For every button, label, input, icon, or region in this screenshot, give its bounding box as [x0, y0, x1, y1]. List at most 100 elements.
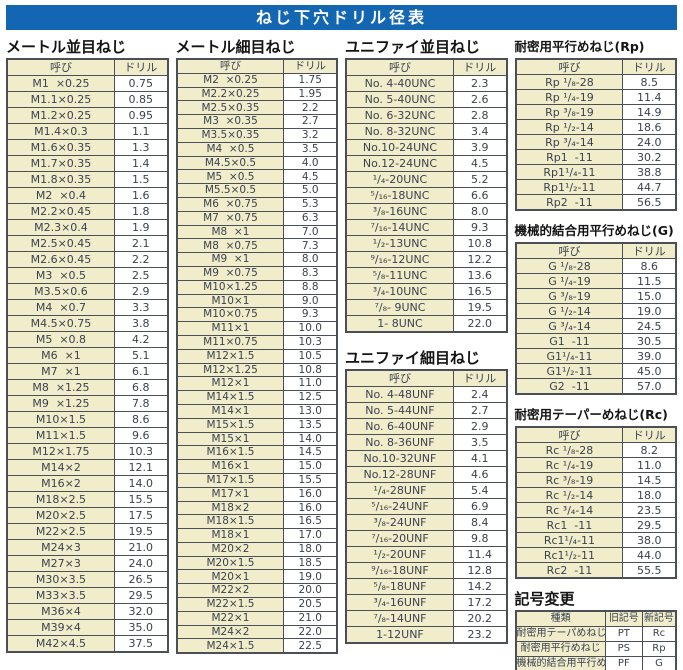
name-cell: M12×1.75	[6, 443, 115, 460]
table-row: M5 ×0.8 4.2	[6, 331, 169, 348]
table-row: Rc ¹/₂-14 18.0	[514, 487, 677, 503]
table-row: ⁷/₈- 9UNC 19.5	[345, 299, 508, 316]
value-cell: 19.5	[113, 523, 169, 540]
table-row: M2.2×0.45 1.8	[6, 203, 169, 220]
table-row: No. 4-48UNF 2.4	[345, 386, 508, 403]
unified-fine-table: 呼び ドリル No. 4-48UNF 2.4 No. 5-44UNF 2.7 No. 6-4…	[345, 369, 508, 644]
value-cell: 38.8	[622, 164, 677, 180]
name-cell: M4.5×0.5	[175, 155, 285, 171]
table-row: Rc2 -11 55.5	[514, 562, 677, 579]
name-cell: M2 ×0.25	[175, 72, 285, 88]
table-row: M2.2×0.25 1.95	[175, 86, 338, 102]
name-cell: M10×1.25	[175, 279, 285, 295]
name-cell: ¹/₄-28UNF	[345, 482, 454, 499]
value-cell: 15.0	[622, 288, 677, 304]
name-cell: M30×3.5	[6, 571, 115, 588]
table-row: G ³/₈-19 15.0	[514, 288, 677, 304]
value-cell: 23.5	[622, 502, 677, 518]
table-row: M22×1 21.0	[175, 610, 338, 626]
name-cell: No.12-24UNC	[345, 155, 454, 172]
table-row: M39×4 35.0	[6, 619, 169, 636]
column-header: ドリル	[622, 58, 677, 75]
value-cell: 1.5	[113, 171, 169, 188]
name-cell: ⁵/₁₆-24UNF	[345, 498, 454, 515]
name-cell: 1-12UNF	[345, 626, 454, 644]
name-cell: No.10-24UNC	[345, 139, 454, 156]
header-row: 呼び ドリル	[345, 58, 508, 76]
value-cell: 12.5	[283, 390, 338, 405]
table-row: No. 5-44UNF 2.7	[345, 402, 508, 419]
table-row: M8 ×1 7.0	[175, 224, 338, 240]
table-row: M14×2 12.1	[6, 459, 169, 476]
value-cell: 17.2	[452, 594, 508, 611]
table-row: M9 ×0.75 8.3	[175, 265, 338, 281]
value-cell: 15.0	[283, 459, 338, 474]
table-row: M15×1 14.0	[175, 431, 338, 447]
name-cell: M4.5×0.75	[6, 315, 115, 332]
name-cell: Rc ¹/₂-14	[514, 487, 624, 503]
table-row: M2 ×0.4 1.6	[6, 187, 169, 204]
table-row: No.10-32UNF 4.1	[345, 450, 508, 467]
name-cell: G ¹/₄-19	[514, 273, 624, 289]
value-cell: 8.0	[283, 252, 338, 267]
table-row: M4.5×0.5 4.0	[175, 155, 338, 171]
section-symbol-change: 記号変更 種類 旧記号 新記号 耐密用テーパめねじ PT Rc 耐密用平行めねじ PS Rp 機械…	[514, 590, 677, 670]
name-cell: G1 -11	[514, 333, 624, 349]
name-cell: M2.5×0.35	[175, 100, 285, 116]
name-cell: ⁵/₈-18UNF	[345, 578, 454, 595]
value-cell: 3.2	[283, 127, 338, 143]
table-row: M18×1 17.0	[175, 528, 338, 543]
table-row: No. 6-40UNF 2.9	[345, 418, 508, 435]
table-row: 耐密用平行めねじ PS Rp	[515, 641, 677, 657]
table-row: M11×1 10.0	[175, 321, 338, 336]
value-cell: Rp	[641, 641, 677, 657]
name-cell: M6 ×0.75	[175, 196, 285, 212]
value-cell: 20.0	[283, 583, 338, 599]
table-row: M1.4×0.3 1.1	[6, 123, 169, 140]
column-header: 呼び	[345, 58, 454, 76]
table-row: M6 ×0.75 5.3	[175, 196, 338, 212]
name-cell: M18×1	[175, 528, 285, 543]
table-row: M10×0.75 9.3	[175, 307, 338, 323]
table-row: Rp ¹/₂-14 18.6	[514, 119, 677, 135]
name-cell: 機械的結合用平行めねじ	[515, 656, 606, 670]
name-cell: M12×1	[175, 376, 285, 392]
header-row: 呼び ドリル	[175, 58, 338, 74]
value-cell: 12.2	[452, 251, 508, 268]
name-cell: M24×3	[6, 539, 115, 556]
name-cell: M22×2.5	[6, 523, 115, 540]
value-cell: 15.5	[113, 491, 169, 508]
name-cell: M7 ×1	[6, 363, 115, 380]
name-cell: M33×3.5	[6, 587, 115, 604]
table-row: Rc1¹/₄-11 38.0	[514, 532, 677, 548]
value-cell: 20.5	[283, 597, 338, 612]
name-cell: Rc2 -11	[514, 562, 624, 579]
table-row: ⁷/₈-14UNF 20.2	[345, 610, 508, 627]
table-row: No.10-24UNC 3.9	[345, 139, 508, 156]
value-cell: 4.6	[452, 466, 508, 483]
name-cell: M7 ×0.75	[175, 210, 285, 226]
name-cell: M2 ×0.4	[6, 187, 115, 204]
section-rp: 耐密用平行めねじ(Rp) 呼び ドリル Rp ¹/₈-28 8.5 Rp ¹/₄-19 1…	[514, 38, 677, 211]
value-cell: 4.0	[283, 155, 338, 171]
table-row: M3.5×0.6 2.9	[6, 283, 169, 300]
value-cell: 21.0	[283, 610, 338, 626]
table-row: G1 -11 30.5	[514, 333, 677, 349]
table-row: No. 5-40UNC 2.6	[345, 91, 508, 108]
column-metric-fine: メートル細目ねじ 呼び ドリル M2 ×0.25 1.75 M2.2×0.25 1.95 M…	[175, 38, 338, 655]
section-title-rc: 耐密用テーパーめねじ(Rc)	[514, 407, 668, 422]
table-row: ⁵/₈-11UNC 13.6	[345, 267, 508, 284]
name-cell: M17×1	[175, 486, 285, 502]
table-row: M1.2×0.25 0.95	[6, 107, 169, 124]
name-cell: M1.6×0.35	[6, 139, 115, 156]
value-cell: 2.5	[113, 267, 169, 284]
table-row: ¹/₄-28UNF 5.4	[345, 482, 508, 499]
value-cell: 10.0	[283, 321, 338, 336]
name-cell: M1.8×0.35	[6, 171, 115, 188]
name-cell: M16×2	[6, 475, 115, 492]
table-row: M24×3 21.0	[6, 539, 169, 556]
value-cell: 22.5	[283, 638, 338, 654]
name-cell: M16×1.5	[175, 445, 285, 461]
column-metric-coarse: メートル並目ねじ 呼び ドリル M1 ×0.25 0.75 M1.1×0.25 0.85 M…	[6, 38, 169, 653]
table-row: 1-12UNF 23.2	[345, 626, 508, 644]
